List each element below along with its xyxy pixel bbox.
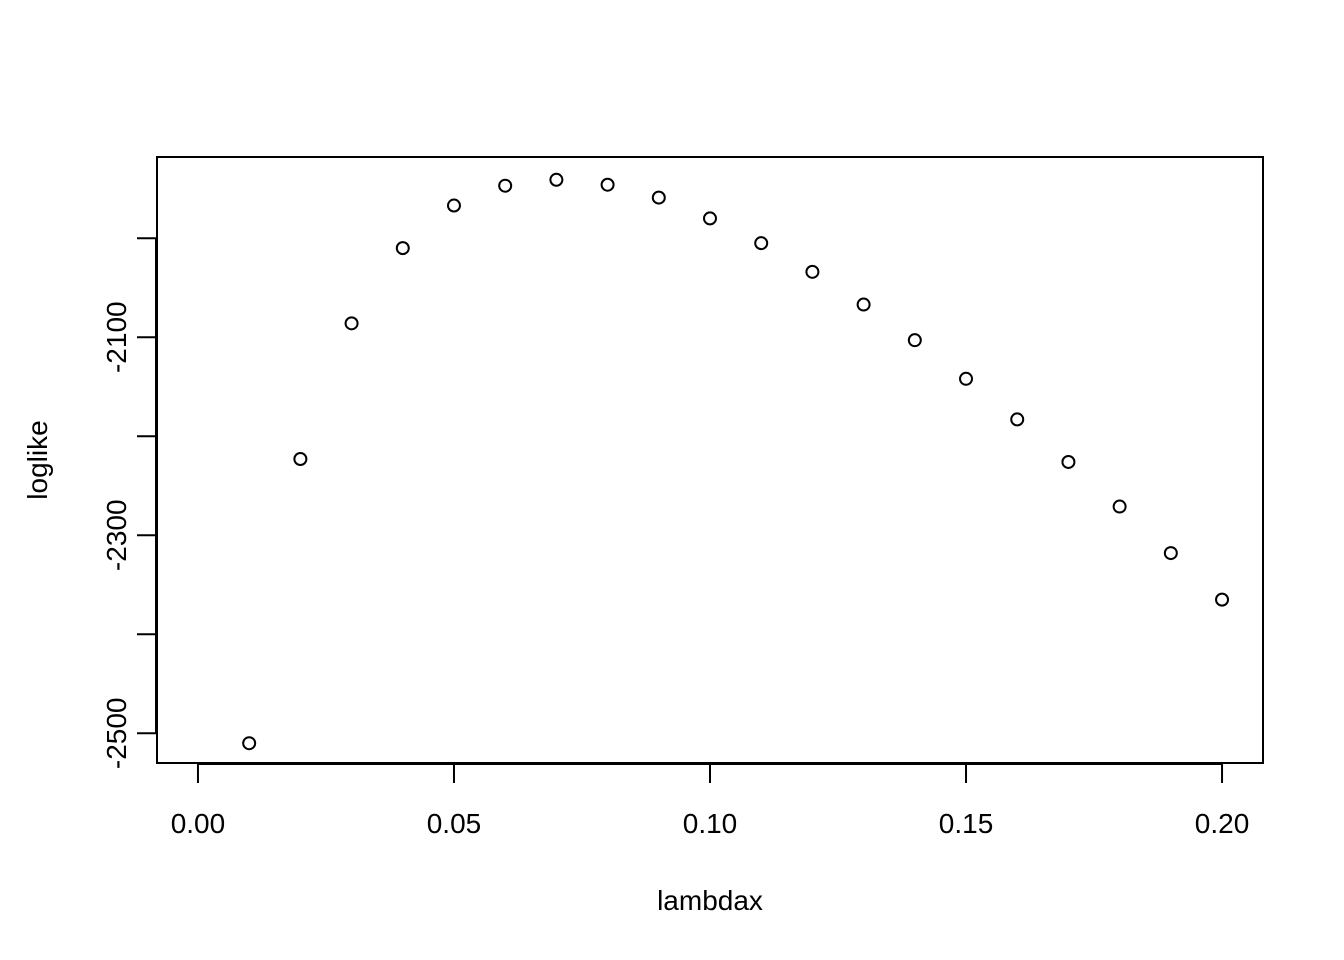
- data-point: [242, 736, 257, 751]
- x-axis-title: lambdax: [657, 885, 763, 916]
- data-point: [805, 264, 820, 279]
- data-point: [344, 316, 359, 331]
- y-tick-label: -2500: [101, 697, 132, 769]
- data-point: [498, 178, 513, 193]
- data-point: [395, 241, 410, 256]
- data-point: [856, 297, 871, 312]
- x-tick-label: 0.20: [1195, 808, 1250, 839]
- y-tick-label: -2100: [101, 301, 132, 373]
- data-point: [907, 333, 922, 348]
- data-point: [600, 177, 615, 192]
- x-tick-label: 0.05: [427, 808, 482, 839]
- x-axis: 0.00 0.05 0.10 0.15 0.20: [171, 763, 1250, 839]
- data-point: [549, 172, 564, 187]
- data-point: [651, 190, 666, 205]
- data-point: [703, 211, 717, 226]
- plot-frame: [156, 156, 1264, 764]
- data-point: [959, 371, 974, 386]
- data-point: [1215, 592, 1230, 607]
- data-point: [1061, 454, 1076, 469]
- data-point: [1112, 499, 1127, 514]
- y-tick-label: -2300: [101, 499, 132, 571]
- data-point: [1010, 412, 1025, 427]
- x-tick-label: 0.15: [939, 808, 994, 839]
- y-axis: -2500 -2300 -2100: [101, 237, 157, 769]
- data-points: [242, 172, 1230, 751]
- x-tick-label: 0.10: [683, 808, 738, 839]
- y-axis-title: loglike: [22, 420, 53, 499]
- data-point: [446, 198, 461, 213]
- data-point: [1163, 546, 1178, 561]
- x-tick-label: 0.00: [171, 808, 226, 839]
- data-point: [293, 452, 308, 467]
- data-point: [754, 236, 769, 251]
